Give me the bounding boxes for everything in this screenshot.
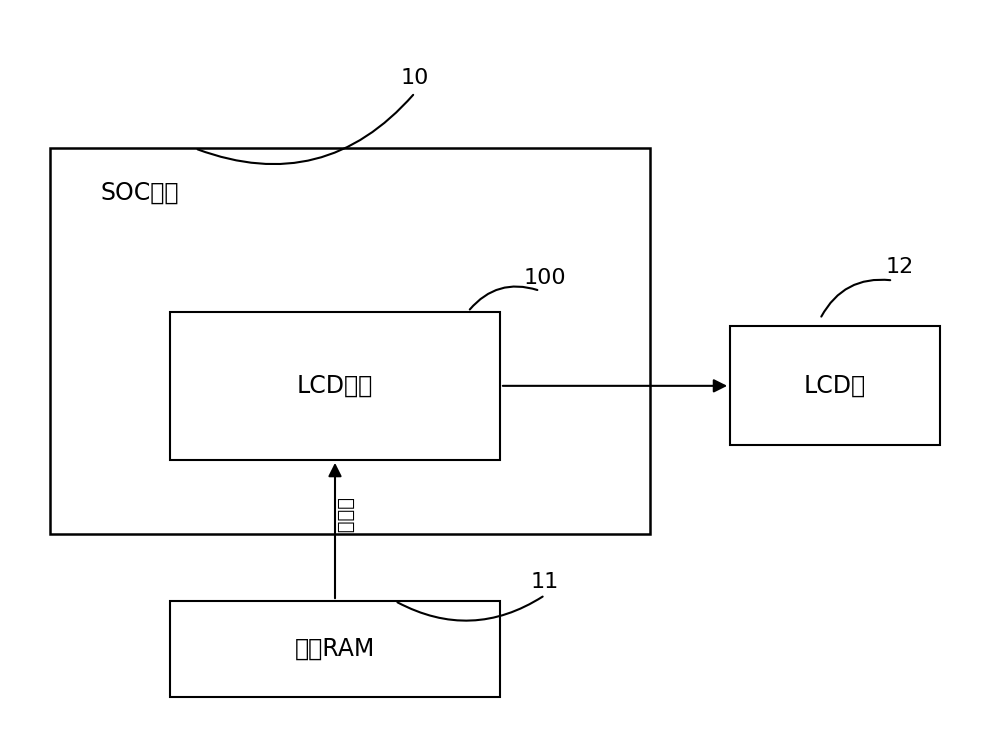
Text: 12: 12 [886,257,914,277]
Bar [50,148,650,534]
Text: SOC芯片: SOC芯片 [100,181,178,205]
Text: 液晶端: 液晶端 [336,498,354,533]
Text: 外部RAM: 外部RAM [295,637,375,661]
Text: 100: 100 [524,269,566,288]
Bar [170,601,500,697]
Bar [170,312,500,460]
Text: LCD屏: LCD屏 [804,374,866,398]
Text: 10: 10 [401,68,429,88]
Text: LCD模块: LCD模块 [297,374,373,398]
Bar [730,326,940,445]
Text: 11: 11 [531,573,559,592]
